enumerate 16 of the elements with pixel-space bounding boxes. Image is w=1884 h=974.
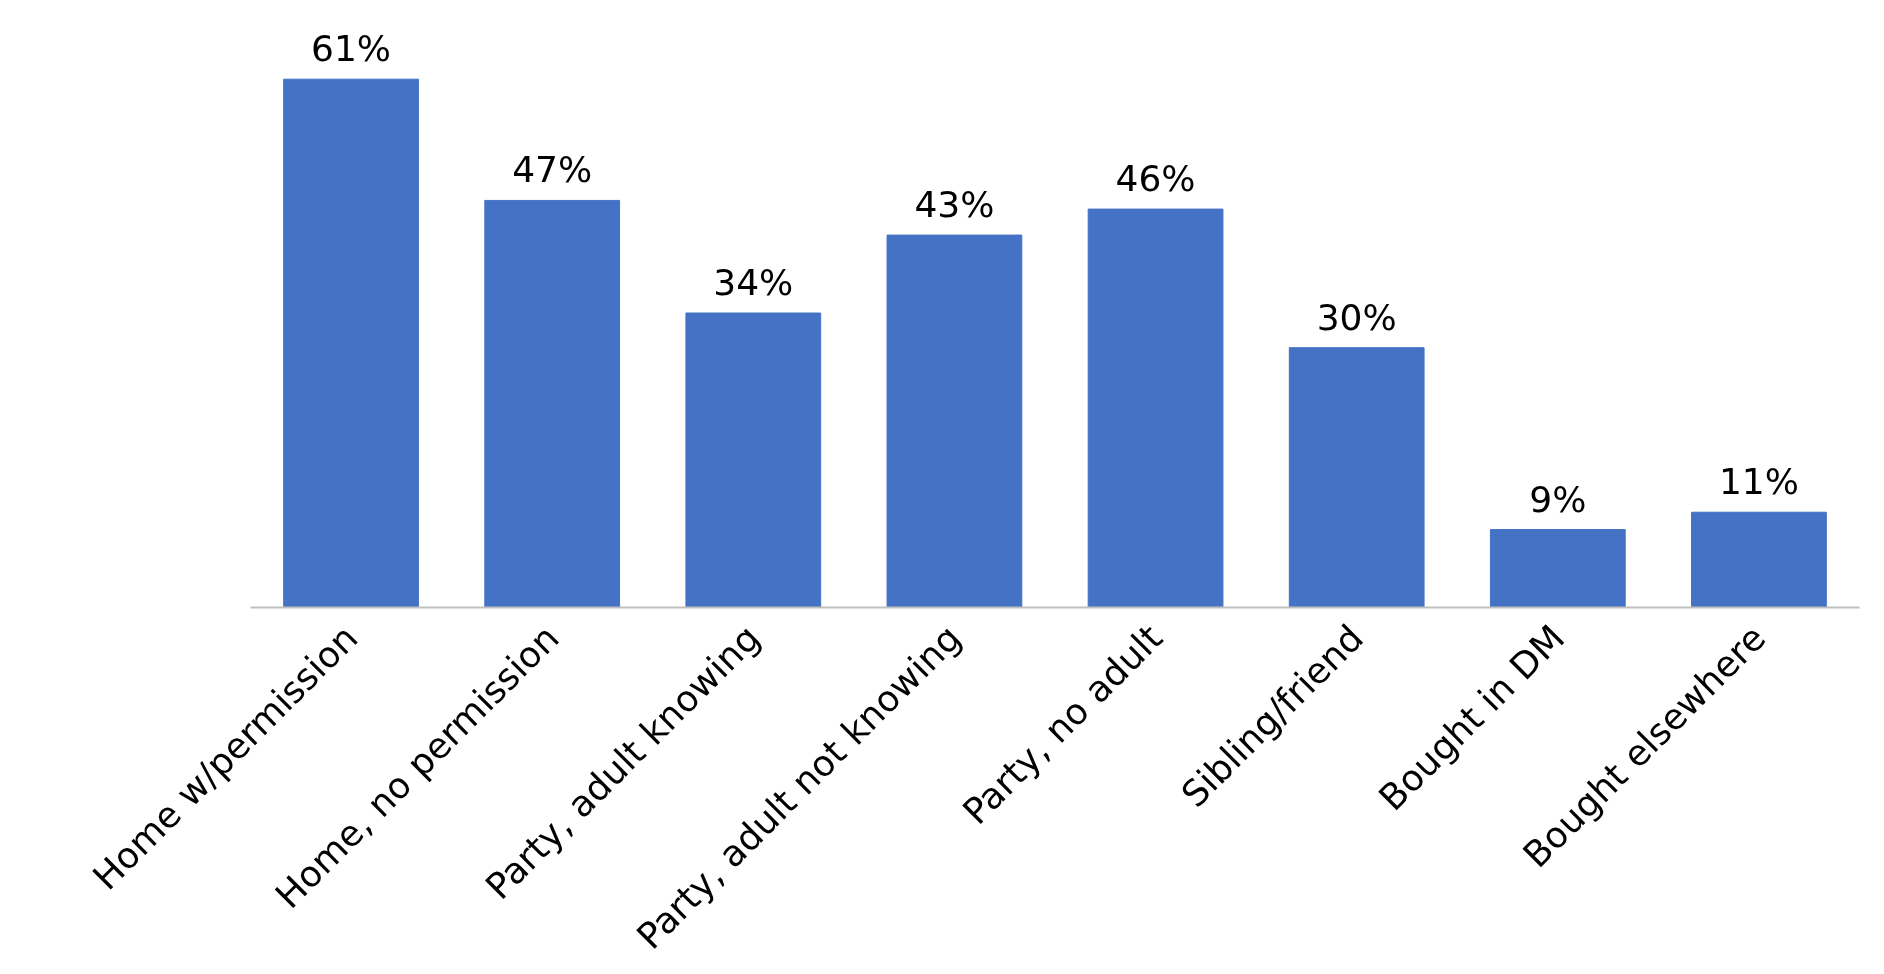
- bar: [685, 312, 822, 608]
- data-label: 47%: [512, 149, 593, 191]
- data-label: 9%: [1529, 478, 1587, 520]
- data-label: 11%: [1718, 461, 1799, 503]
- bar: [1691, 511, 1827, 608]
- data-label: 30%: [1316, 296, 1397, 338]
- bar: [886, 234, 1023, 608]
- data-label: 46%: [1115, 158, 1196, 200]
- bar: [1489, 529, 1626, 608]
- data-label: 43%: [914, 184, 995, 226]
- bar: [1087, 208, 1224, 608]
- bar: [1288, 347, 1425, 608]
- bar: [283, 78, 419, 608]
- data-label: 34%: [713, 262, 794, 304]
- data-label: 61%: [311, 28, 392, 70]
- bar: [484, 199, 621, 608]
